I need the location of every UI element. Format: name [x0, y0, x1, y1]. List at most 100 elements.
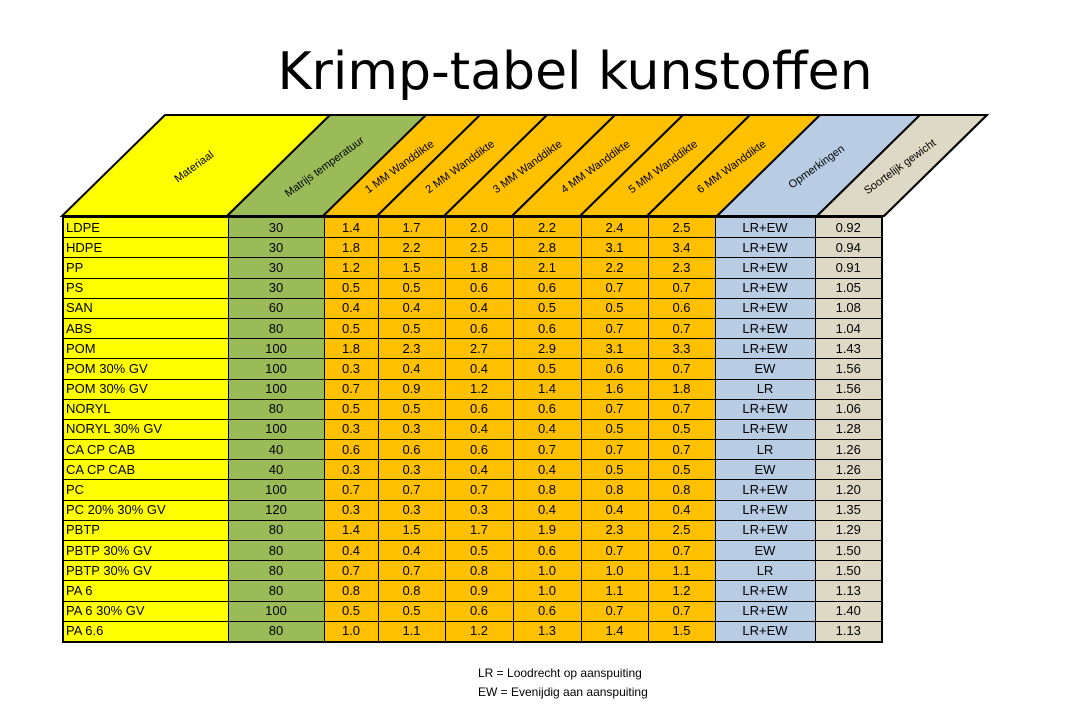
shrink-value-cell: 2.4 — [580, 216, 649, 239]
density-cell: 1.43 — [814, 338, 883, 360]
shrink-value-cell: 0.6 — [444, 317, 514, 340]
shrink-value-cell: 0.3 — [323, 418, 379, 441]
remarks-cell: EW — [714, 539, 816, 562]
legend-item-lr: LR = Loodrecht op aanspuiting — [478, 666, 642, 680]
shrink-value-cell: 2.2 — [512, 216, 582, 239]
table-row: HDPE 30 1.8 2.2 2.5 2.8 3.1 3.4 LR+EW 0.94 — [62, 237, 883, 259]
shrink-value-cell: 0.4 — [377, 297, 446, 319]
shrink-value-cell: 0.3 — [323, 499, 379, 521]
temperature-cell: 120 — [227, 499, 325, 521]
material-cell: PA 6.6 — [62, 620, 229, 643]
shrink-value-cell: 1.4 — [323, 216, 379, 239]
page-title: Krimp-tabel kunstoffen — [277, 42, 873, 102]
table-row: LDPE 30 1.4 1.7 2.0 2.2 2.4 2.5 LR+EW 0.92 — [62, 216, 883, 239]
temperature-cell: 100 — [227, 338, 325, 360]
shrink-value-cell: 1.0 — [323, 620, 379, 643]
remarks-cell: EW — [714, 459, 816, 481]
shrink-value-cell: 0.7 — [377, 560, 446, 582]
shrink-value-cell: 1.5 — [377, 257, 446, 279]
temperature-cell: 100 — [227, 479, 325, 501]
shrink-value-cell: 0.4 — [512, 459, 582, 481]
shrink-value-cell: 0.3 — [377, 499, 446, 521]
density-cell: 1.04 — [814, 317, 883, 340]
density-cell: 1.08 — [814, 297, 883, 319]
shrink-value-cell: 0.8 — [377, 580, 446, 602]
table-row: PA 6.6 80 1.0 1.1 1.2 1.3 1.4 1.5 LR+EW 1.13 — [62, 620, 883, 643]
density-cell: 1.13 — [814, 620, 883, 643]
remarks-cell: LR+EW — [714, 338, 816, 360]
table-row: PBTP 30% GV 80 0.4 0.4 0.5 0.6 0.7 0.7 EW 1.50 — [62, 539, 883, 562]
material-cell: PC 20% 30% GV — [62, 499, 229, 521]
remarks-cell: LR+EW — [714, 317, 816, 340]
shrink-value-cell: 0.7 — [647, 539, 716, 562]
shrink-value-cell: 0.4 — [580, 499, 649, 521]
shrink-value-cell: 1.5 — [377, 519, 446, 542]
material-cell: NORYL 30% GV — [62, 418, 229, 441]
density-cell: 1.20 — [814, 479, 883, 501]
shrink-value-cell: 1.2 — [444, 620, 514, 643]
temperature-cell: 60 — [227, 297, 325, 319]
remarks-cell: LR+EW — [714, 620, 816, 643]
shrink-value-cell: 2.5 — [647, 216, 716, 239]
shrink-value-cell: 0.5 — [323, 398, 379, 420]
shrink-value-cell: 0.7 — [647, 398, 716, 420]
shrink-value-cell: 1.1 — [647, 560, 716, 582]
shrink-value-cell: 2.3 — [377, 338, 446, 360]
shrink-value-cell: 0.5 — [580, 459, 649, 481]
table-row: CA CP CAB 40 0.3 0.3 0.4 0.4 0.5 0.5 EW 1.26 — [62, 459, 883, 481]
shrink-table: LDPE 30 1.4 1.7 2.0 2.2 2.4 2.5 LR+EW 0.92 HDPE 30 1… — [62, 216, 883, 643]
table-row: PC 100 0.7 0.7 0.7 0.8 0.8 0.8 LR+EW 1.20 — [62, 479, 883, 501]
shrink-value-cell: 2.1 — [512, 257, 582, 279]
material-cell: CA CP CAB — [62, 439, 229, 461]
shrink-value-cell: 0.6 — [444, 600, 514, 622]
shrink-value-cell: 0.4 — [444, 459, 514, 481]
shrink-value-cell: 0.4 — [377, 358, 446, 380]
material-cell: POM 30% GV — [62, 358, 229, 380]
shrink-value-cell: 0.5 — [580, 418, 649, 441]
temperature-cell: 80 — [227, 317, 325, 340]
shrink-value-cell: 1.0 — [580, 560, 649, 582]
shrink-value-cell: 0.7 — [580, 277, 649, 299]
remarks-cell: LR+EW — [714, 519, 816, 542]
shrink-value-cell: 0.8 — [323, 580, 379, 602]
shrink-value-cell: 0.6 — [512, 539, 582, 562]
shrink-value-cell: 2.0 — [444, 216, 514, 239]
shrink-value-cell: 1.0 — [512, 560, 582, 582]
density-cell: 1.40 — [814, 600, 883, 622]
remarks-cell: LR+EW — [714, 297, 816, 319]
shrink-value-cell: 0.7 — [512, 439, 582, 461]
shrink-value-cell: 0.6 — [377, 439, 446, 461]
temperature-cell: 100 — [227, 600, 325, 622]
temperature-cell: 30 — [227, 216, 325, 239]
shrink-value-cell: 0.7 — [580, 539, 649, 562]
shrink-value-cell: 0.7 — [647, 358, 716, 380]
temperature-cell: 80 — [227, 620, 325, 643]
shrink-value-cell: 0.5 — [647, 459, 716, 481]
shrink-value-cell: 0.7 — [323, 560, 379, 582]
table-row: PA 6 30% GV 100 0.5 0.5 0.6 0.6 0.7 0.7 LR+EW 1.4… — [62, 600, 883, 622]
shrink-value-cell: 0.6 — [512, 398, 582, 420]
material-cell: PBTP — [62, 519, 229, 542]
material-cell: SAN — [62, 297, 229, 319]
shrink-value-cell: 1.4 — [580, 620, 649, 643]
shrink-value-cell: 1.2 — [647, 580, 716, 602]
shrink-value-cell: 1.8 — [647, 378, 716, 400]
material-cell: CA CP CAB — [62, 459, 229, 481]
shrink-value-cell: 1.8 — [323, 237, 379, 259]
temperature-cell: 100 — [227, 378, 325, 400]
shrink-value-cell: 1.6 — [580, 378, 649, 400]
shrink-value-cell: 0.9 — [377, 378, 446, 400]
temperature-cell: 80 — [227, 580, 325, 602]
material-cell: LDPE — [62, 216, 229, 239]
shrink-value-cell: 0.6 — [444, 277, 514, 299]
shrink-value-cell: 1.8 — [323, 338, 379, 360]
shrink-value-cell: 1.8 — [444, 257, 514, 279]
material-cell: PS — [62, 277, 229, 299]
shrink-value-cell: 0.8 — [512, 479, 582, 501]
density-cell: 0.92 — [814, 216, 883, 239]
shrink-value-cell: 0.4 — [512, 418, 582, 441]
material-cell: PC — [62, 479, 229, 501]
remarks-cell: LR+EW — [714, 257, 816, 279]
shrink-value-cell: 1.2 — [323, 257, 379, 279]
shrink-value-cell: 0.4 — [444, 358, 514, 380]
